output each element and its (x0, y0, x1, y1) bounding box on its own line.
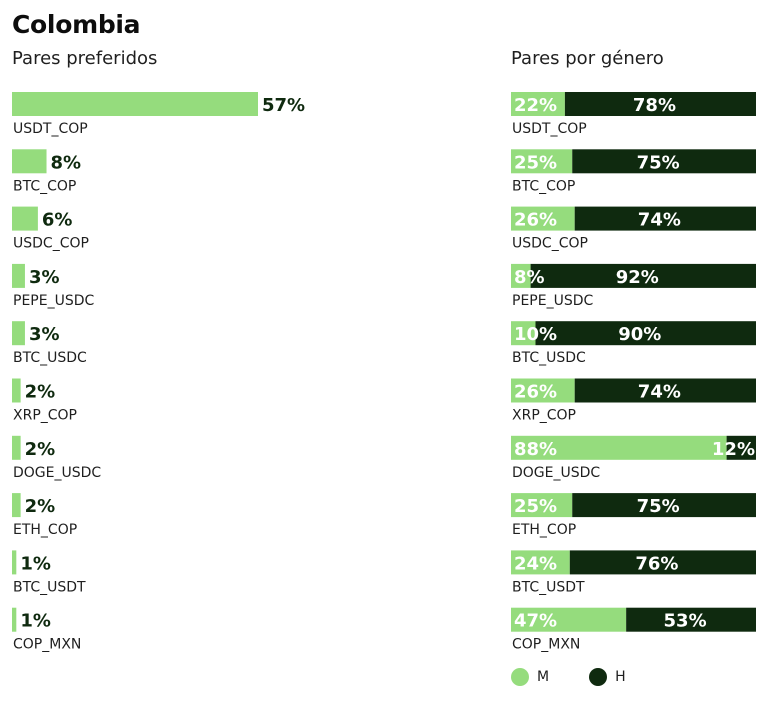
preferidos-bar (12, 206, 38, 231)
preferidos-value-label: 57% (262, 95, 305, 116)
pares-por-genero-title: Pares por género (511, 48, 664, 69)
preferidos-value-label: 1% (20, 611, 51, 632)
genero-category-label: COP_MXN (512, 637, 580, 653)
genero-bar-m (511, 378, 575, 403)
preferidos-category-label: COP_MXN (13, 637, 81, 653)
genero-value-label-m: 26% (514, 382, 557, 403)
preferidos-bar (12, 263, 25, 288)
legend-item-m: M (511, 668, 549, 686)
preferidos-bar (12, 149, 47, 174)
genero-value-label-m: 26% (514, 210, 557, 231)
genero-bar-h (564, 92, 756, 116)
genero-bar-m (511, 607, 627, 632)
genero-bar-m (511, 92, 565, 116)
genero-bar-h (626, 607, 756, 632)
preferidos-bar (12, 607, 17, 632)
chart-title: Colombia (12, 10, 141, 39)
genero-value-label-h: 90% (618, 324, 661, 345)
genero-category-label: DOGE_USDC (512, 465, 600, 481)
genero-category-label: XRP_COP (512, 408, 576, 424)
genero-value-label-h: 74% (638, 382, 681, 403)
genero-value-label-m: 47% (514, 611, 557, 632)
preferidos-value-label: 1% (20, 553, 51, 574)
preferidos-category-label: BTC_USDC (13, 350, 87, 366)
genero-value-label-m: 10% (514, 324, 557, 345)
genero-value-label-m: 24% (514, 553, 557, 574)
genero-category-label: PEPE_USDC (512, 293, 593, 309)
preferidos-category-label: BTC_USDT (13, 579, 86, 595)
genero-value-label-h: 12% (712, 439, 755, 460)
genero-bar-m (511, 321, 536, 346)
preferidos-bar (12, 321, 25, 346)
genero-value-label-h: 75% (637, 496, 680, 517)
preferidos-category-label: XRP_COP (13, 408, 77, 424)
genero-bar-h (726, 435, 756, 460)
genero-category-label: USDC_COP (512, 236, 588, 252)
preferidos-bar (12, 92, 258, 116)
genero-value-label-m: 88% (514, 439, 557, 460)
preferidos-category-label: ETH_COP (13, 522, 77, 538)
preferidos-category-label: PEPE_USDC (13, 293, 94, 309)
preferidos-bar (12, 435, 21, 460)
legend-label-m: M (537, 669, 550, 685)
preferidos-bar (12, 493, 21, 518)
genero-category-label: ETH_COP (512, 522, 576, 538)
genero-value-label-m: 25% (514, 152, 557, 173)
preferidos-category-label: USDC_COP (13, 236, 89, 252)
genero-bar-m (511, 435, 727, 460)
legend: M H (511, 668, 666, 686)
preferidos-category-label: DOGE_USDC (13, 465, 101, 481)
genero-bar-h (535, 321, 756, 346)
preferidos-value-label: 2% (25, 382, 56, 403)
genero-bar-h (574, 206, 756, 231)
genero-value-label-m: 8% (514, 267, 545, 288)
genero-bar-h (574, 378, 756, 403)
preferidos-value-label: 6% (42, 210, 73, 231)
genero-bar-m (511, 149, 573, 174)
genero-value-label-h: 53% (664, 611, 707, 632)
genero-bar-m (511, 263, 531, 288)
legend-label-h: H (615, 669, 626, 685)
genero-bar-m (511, 493, 573, 518)
genero-category-label: BTC_USDC (512, 350, 586, 366)
genero-bar-m (511, 550, 570, 575)
genero-bar-h (572, 149, 756, 174)
genero-category-label: BTC_USDT (512, 579, 585, 595)
genero-category-label: BTC_COP (512, 178, 575, 194)
genero-value-label-h: 78% (633, 95, 676, 116)
genero-category-label: USDT_COP (512, 121, 587, 137)
genero-value-label-m: 22% (514, 95, 557, 116)
preferidos-value-label: 3% (29, 324, 60, 345)
genero-value-label-h: 74% (638, 210, 681, 231)
legend-item-h: H (589, 668, 626, 686)
genero-value-label-h: 76% (635, 553, 678, 574)
genero-bar-m (511, 206, 575, 231)
preferidos-bar (12, 550, 17, 575)
preferidos-category-label: BTC_COP (13, 178, 76, 194)
genero-value-label-h: 92% (616, 267, 659, 288)
genero-value-label-m: 25% (514, 496, 557, 517)
preferidos-category-label: USDT_COP (13, 121, 88, 137)
preferidos-value-label: 2% (25, 496, 56, 517)
preferidos-value-label: 3% (29, 267, 60, 288)
genero-bar-h (572, 493, 756, 518)
genero-bar-h (530, 263, 756, 288)
pares-preferidos-title: Pares preferidos (12, 48, 158, 69)
preferidos-value-label: 2% (25, 439, 56, 460)
legend-swatch-h (589, 668, 608, 686)
preferidos-value-label: 8% (51, 152, 82, 173)
legend-swatch-m (511, 668, 529, 686)
genero-bar-h (569, 550, 756, 575)
genero-value-label-h: 75% (637, 152, 680, 173)
preferidos-bar (12, 378, 21, 403)
